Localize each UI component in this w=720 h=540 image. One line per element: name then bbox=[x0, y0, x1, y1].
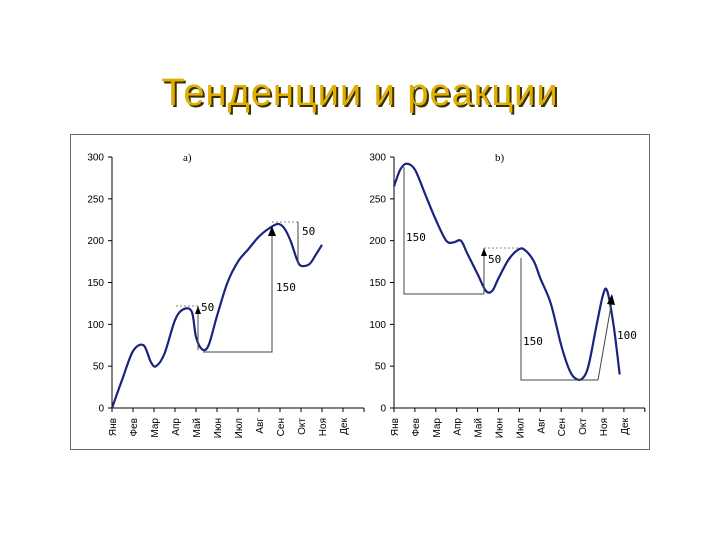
annotation-label: 100 bbox=[617, 329, 637, 342]
y-tick-label: 200 bbox=[87, 236, 104, 247]
guide-line bbox=[403, 167, 484, 295]
panel-label: b) bbox=[495, 152, 505, 164]
y-tick-label: 100 bbox=[87, 320, 104, 331]
x-tick-label: Фев bbox=[411, 418, 422, 436]
x-tick-label: Июл bbox=[234, 418, 245, 438]
x-tick-label: Июн bbox=[495, 418, 506, 438]
guide-line bbox=[203, 226, 273, 353]
x-tick-label: Дек bbox=[339, 417, 350, 434]
series-line bbox=[110, 222, 323, 409]
x-tick-label: Окт bbox=[297, 418, 308, 435]
annotation-label: 50 bbox=[302, 225, 315, 238]
x-tick-label: Ноя bbox=[318, 418, 329, 436]
arrow-head bbox=[481, 248, 487, 256]
y-tick-label: 0 bbox=[98, 404, 104, 415]
x-tick-label: Сен bbox=[276, 418, 287, 436]
x-tick-label: Июн bbox=[213, 418, 224, 438]
y-tick-label: 0 bbox=[380, 404, 386, 415]
x-tick-label: Окт bbox=[578, 418, 589, 435]
x-tick-label: Авг bbox=[536, 418, 547, 434]
x-tick-label: Июл bbox=[515, 418, 526, 438]
slide-title: Тенденции и реакции bbox=[161, 72, 559, 114]
annotation-label: 150 bbox=[406, 231, 426, 244]
x-tick-label: Апр bbox=[453, 418, 464, 436]
y-tick-label: 100 bbox=[369, 320, 386, 331]
x-tick-label: Мар bbox=[432, 418, 443, 438]
y-tick-label: 300 bbox=[87, 153, 104, 164]
y-tick-label: 250 bbox=[369, 194, 386, 205]
arrow-head bbox=[607, 294, 615, 305]
series-line bbox=[392, 162, 621, 382]
guides-a bbox=[176, 221, 299, 353]
y-tick-label: 150 bbox=[87, 278, 104, 289]
chart-b: 0 50 100 150 200 250 300 Янв Фев Мар Апр Май Июн Июл А… bbox=[369, 152, 646, 438]
annotation-label: 150 bbox=[523, 335, 543, 348]
x-tick-label: Янв bbox=[390, 418, 401, 436]
figure-frame bbox=[70, 134, 650, 450]
x-tick-label: Май bbox=[474, 418, 485, 438]
x-tick-label: Дек bbox=[620, 417, 631, 434]
x-tick-label: Апр bbox=[171, 418, 182, 436]
annotation-label: 50 bbox=[201, 301, 214, 314]
annotation-label: 50 bbox=[488, 253, 501, 266]
guide-line bbox=[597, 299, 613, 381]
x-tick-label: Май bbox=[192, 418, 203, 438]
x-tick-label: Авг bbox=[255, 418, 266, 434]
x-tick-label: Фев bbox=[129, 418, 140, 436]
x-tick-label: Сен bbox=[557, 418, 568, 436]
x-tick-label: Янв bbox=[108, 418, 119, 436]
x-tick-label: Мар bbox=[150, 418, 161, 438]
x-tick-label: Ноя bbox=[599, 418, 610, 436]
y-tick-label: 200 bbox=[369, 236, 386, 247]
guide-line bbox=[520, 258, 598, 381]
arrow-head bbox=[268, 226, 276, 236]
y-tick-label: 50 bbox=[375, 362, 387, 373]
annotation-label: 150 bbox=[276, 281, 296, 294]
y-tick-label: 300 bbox=[369, 153, 386, 164]
y-tick-label: 250 bbox=[87, 194, 104, 205]
arrow-head bbox=[195, 306, 201, 314]
guides-b bbox=[403, 167, 615, 381]
y-tick-label: 50 bbox=[93, 362, 105, 373]
chart-a: 0 50 100 150 200 250 300 Янв Фев Мар Апр Май Июн Июл А… bbox=[87, 152, 365, 438]
y-tick-label: 150 bbox=[369, 278, 386, 289]
panel-label: a) bbox=[183, 152, 192, 164]
